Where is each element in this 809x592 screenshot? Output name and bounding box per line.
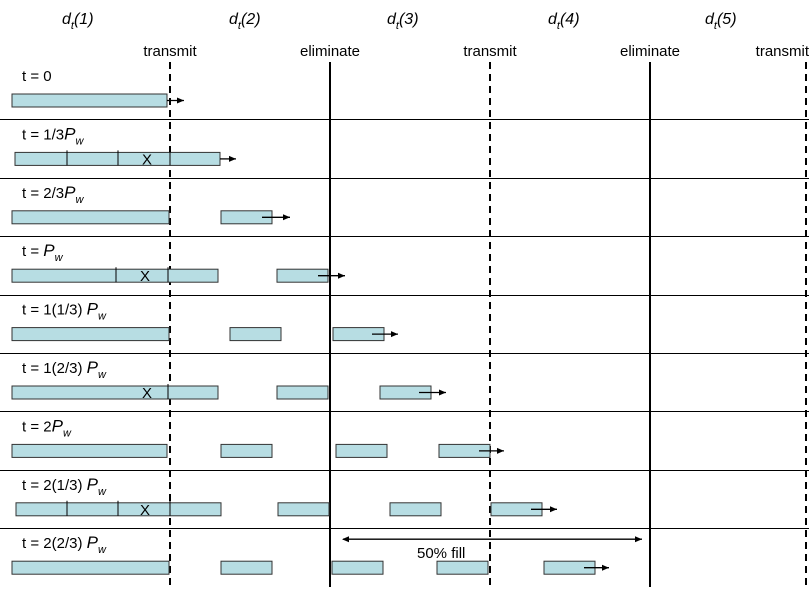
- packet-box: [11, 560, 170, 575]
- time-label: t = 2(2/3) Pw: [22, 533, 107, 556]
- channel-label-1: dt(1): [62, 11, 94, 32]
- boundary-label-1: transmit: [143, 43, 197, 60]
- channel-label-5: dt(5): [705, 11, 737, 32]
- time-label: t = 0: [22, 68, 52, 85]
- time-label: t = 1(2/3) Pw: [22, 358, 107, 381]
- boundary-label-5: transmit: [756, 43, 809, 60]
- time-label: t = 1(1/3) Pw: [22, 300, 107, 323]
- packet-box: [277, 502, 330, 517]
- time-label: t = 1/3Pw: [22, 124, 84, 147]
- packet-box: [11, 268, 219, 283]
- packet-box: [220, 560, 273, 575]
- time-row-3: t = Pw X: [11, 241, 345, 285]
- dropped-packet-mark: X: [140, 502, 150, 519]
- packet-box: [220, 443, 273, 458]
- packet-box: [11, 93, 168, 108]
- packet-box: [389, 502, 442, 517]
- packet-box: [11, 210, 170, 225]
- time-label: t = 2(1/3) Pw: [22, 475, 107, 498]
- packet-box: [331, 560, 384, 575]
- time-label: t = 2Pw: [22, 416, 72, 439]
- channel-label-3: dt(3): [387, 11, 419, 32]
- dropped-packet-mark: X: [142, 151, 152, 168]
- time-row-4: t = 1(1/3) Pw: [11, 300, 398, 342]
- dropped-packet-mark: X: [142, 385, 152, 402]
- time-row-7: t = 2(1/3) Pw X: [15, 475, 557, 519]
- boundary-label-3: transmit: [463, 43, 517, 60]
- packet-box: [276, 385, 329, 400]
- boundary-label-2: eliminate: [300, 43, 360, 60]
- time-row-1: t = 1/3Pw X: [14, 124, 236, 168]
- time-row-8: t = 2(2/3) Pw: [11, 533, 609, 575]
- packet-box: [229, 327, 282, 342]
- packet-box: [11, 327, 170, 342]
- time-row-2: t = 2/3Pw: [11, 183, 290, 225]
- time-row-5: t = 1(2/3) Pw X: [11, 358, 446, 402]
- packet-box: [11, 443, 168, 458]
- diagram-header: dt(1) dt(2) dt(3) dt(4) dt(5) transmit elimina…: [62, 11, 809, 60]
- time-rows: t = 0 t = 1/3Pw Xt = 2/3Pw t = Pw Xt = 1(1/3…: [11, 68, 642, 575]
- packet-box: [11, 385, 219, 400]
- dropped-packet-mark: X: [140, 268, 150, 285]
- packet-box: [436, 560, 489, 575]
- time-row-0: t = 0: [11, 68, 184, 108]
- fill-annotation: 50% fill: [417, 545, 465, 562]
- time-label: t = Pw: [22, 241, 64, 264]
- time-row-6: t = 2Pw: [11, 416, 504, 458]
- boundary-label-4: eliminate: [620, 43, 680, 60]
- packet-box: [335, 443, 388, 458]
- channel-label-4: dt(4): [548, 11, 580, 32]
- boundary-lines: [0, 62, 809, 587]
- channel-label-2: dt(2): [229, 11, 261, 32]
- time-label: t = 2/3Pw: [22, 183, 84, 206]
